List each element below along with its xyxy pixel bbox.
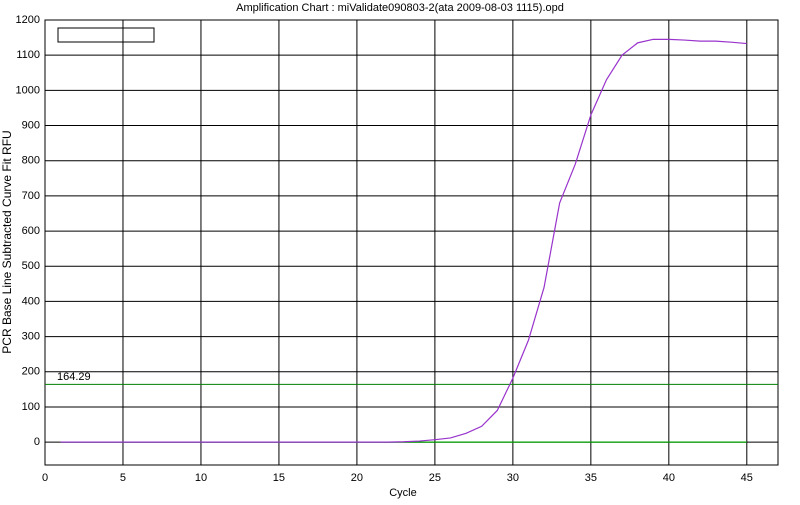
x-tick-label: 25 — [429, 472, 441, 484]
threshold-label: 164.29 — [57, 371, 91, 383]
x-tick-label: 35 — [585, 472, 597, 484]
y-tick-label: 800 — [22, 155, 40, 167]
y-tick-label: 0 — [34, 436, 40, 448]
x-tick-label: 45 — [741, 472, 753, 484]
y-tick-label: 400 — [22, 295, 40, 307]
y-tick-label: 700 — [22, 190, 40, 202]
y-tick-label: 200 — [22, 366, 40, 378]
y-tick-label: 100 — [22, 401, 40, 413]
x-axis-label: Cycle — [389, 487, 417, 499]
x-tick-label: 0 — [42, 472, 48, 484]
x-tick-label: 15 — [273, 472, 285, 484]
legend-box — [57, 27, 155, 43]
y-tick-label: 1000 — [16, 84, 40, 96]
series-line — [60, 38, 747, 443]
x-tick-label: 20 — [351, 472, 363, 484]
chart-title: Amplification Chart : miValidate090803-2… — [236, 2, 564, 14]
plot-frame — [44, 19, 779, 466]
x-tick-label: 10 — [195, 472, 207, 484]
y-tick-label: 600 — [22, 225, 40, 237]
y-tick-label: 1100 — [16, 49, 40, 61]
y-tick-label: 300 — [22, 331, 40, 343]
y-tick-label: 1200 — [16, 14, 40, 26]
x-tick-label: 5 — [120, 472, 126, 484]
x-tick-label: 40 — [663, 472, 675, 484]
x-tick-label: 30 — [507, 472, 519, 484]
y-axis-label: PCR Base Line Subtracted Curve Fit RFU — [0, 130, 14, 353]
y-tick-label: 900 — [22, 119, 40, 131]
y-tick-label: 500 — [22, 260, 40, 272]
